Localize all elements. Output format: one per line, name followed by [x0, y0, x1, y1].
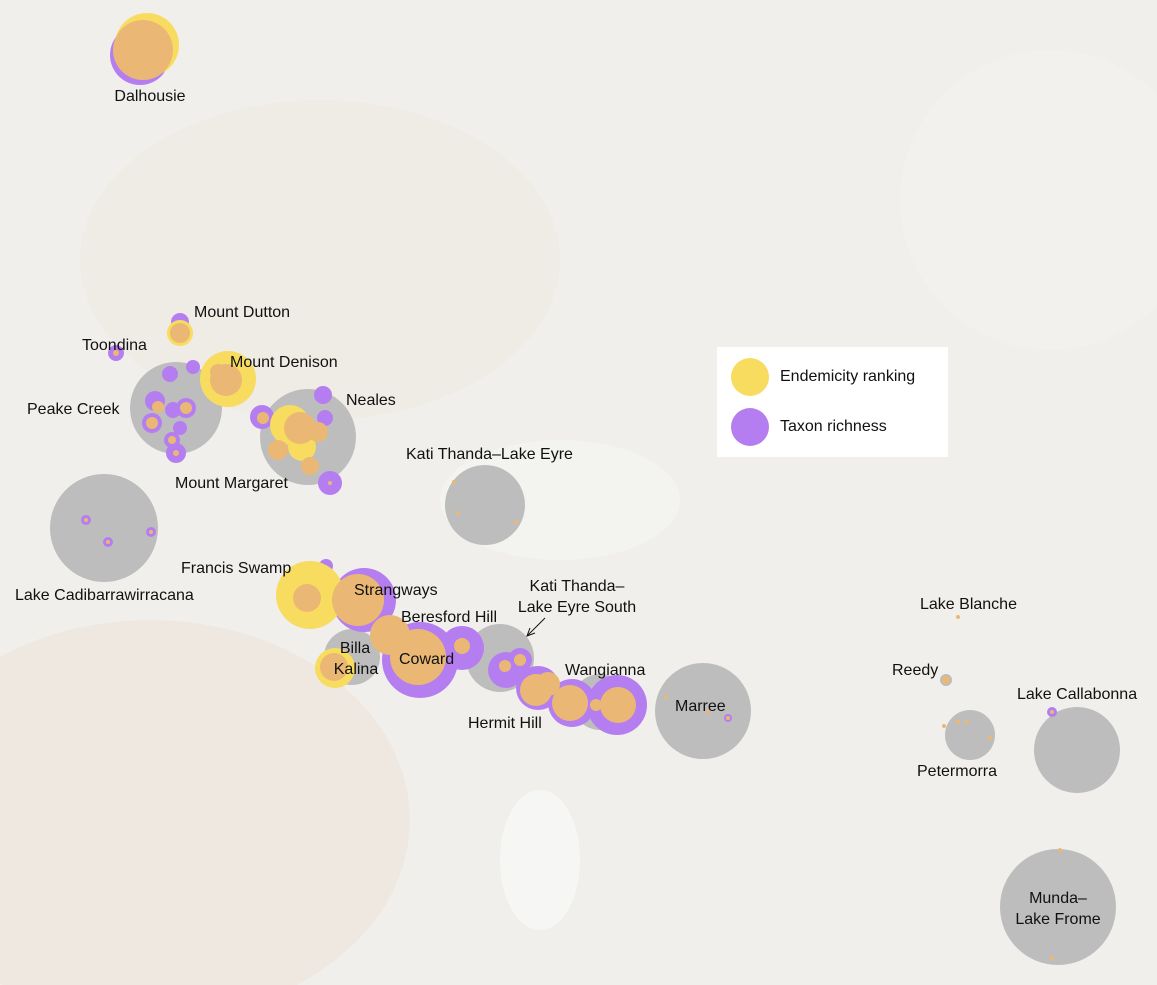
cluster-petermorra — [945, 710, 995, 760]
label-munda-2: Lake Frome — [1015, 911, 1100, 928]
label-mount-dutton: Mount Dutton — [194, 304, 290, 321]
label-mount-denison: Mount Denison — [230, 354, 338, 371]
cluster-marree — [655, 663, 751, 759]
cluster-kati-thanda — [445, 465, 525, 545]
label-beresford-hill: Beresford Hill — [401, 609, 497, 626]
overlap-circles — [84, 20, 1062, 960]
endemicity-swatch — [731, 358, 769, 396]
legend-item-endemicity: Endemicity ranking — [731, 358, 915, 396]
legend: Endemicity ranking Taxon richness — [717, 347, 948, 457]
label-lake-cadibarrawirracana: Lake Cadibarrawirracana — [15, 587, 194, 604]
legend-label-endemicity: Endemicity ranking — [780, 368, 916, 385]
label-lake-callabonna: Lake Callabonna — [1017, 686, 1137, 703]
cluster-lake-cadibarrawirracana — [50, 474, 158, 582]
label-reedy: Reedy — [892, 662, 938, 679]
label-kati-thanda-south-2: Lake Eyre South — [518, 599, 636, 616]
label-peake-creek: Peake Creek — [27, 401, 120, 418]
label-francis-swamp: Francis Swamp — [181, 560, 291, 577]
label-marree: Marree — [675, 698, 726, 715]
place-labels: Dalhousie Mount Dutton Toondina Mount De… — [15, 88, 1137, 928]
callout-arrow — [526, 617, 546, 637]
label-lake-blanche: Lake Blanche — [920, 596, 1017, 613]
label-dalhousie: Dalhousie — [114, 88, 185, 105]
cluster-lake-callabonna — [1034, 707, 1120, 793]
label-kati-thanda: Kati Thanda–Lake Eyre — [406, 446, 573, 463]
label-kati-thanda-south-1: Kati Thanda– — [530, 578, 625, 595]
label-strangways: Strangways — [354, 582, 438, 599]
cluster-munda — [1000, 849, 1116, 965]
label-munda-1: Munda– — [1029, 890, 1087, 907]
label-kalina: Kalina — [334, 661, 379, 678]
label-coward: Coward — [399, 651, 454, 668]
label-hermit-hill: Hermit Hill — [468, 715, 542, 732]
label-wangianna: Wangianna — [565, 662, 645, 679]
richness-swatch — [731, 408, 769, 446]
label-mount-margaret: Mount Margaret — [175, 475, 288, 492]
label-billa: Billa — [340, 640, 370, 657]
label-neales: Neales — [346, 392, 396, 409]
label-petermorra: Petermorra — [917, 763, 997, 780]
legend-label-richness: Taxon richness — [780, 418, 887, 435]
label-toondina: Toondina — [82, 337, 147, 354]
legend-item-richness: Taxon richness — [731, 408, 887, 446]
